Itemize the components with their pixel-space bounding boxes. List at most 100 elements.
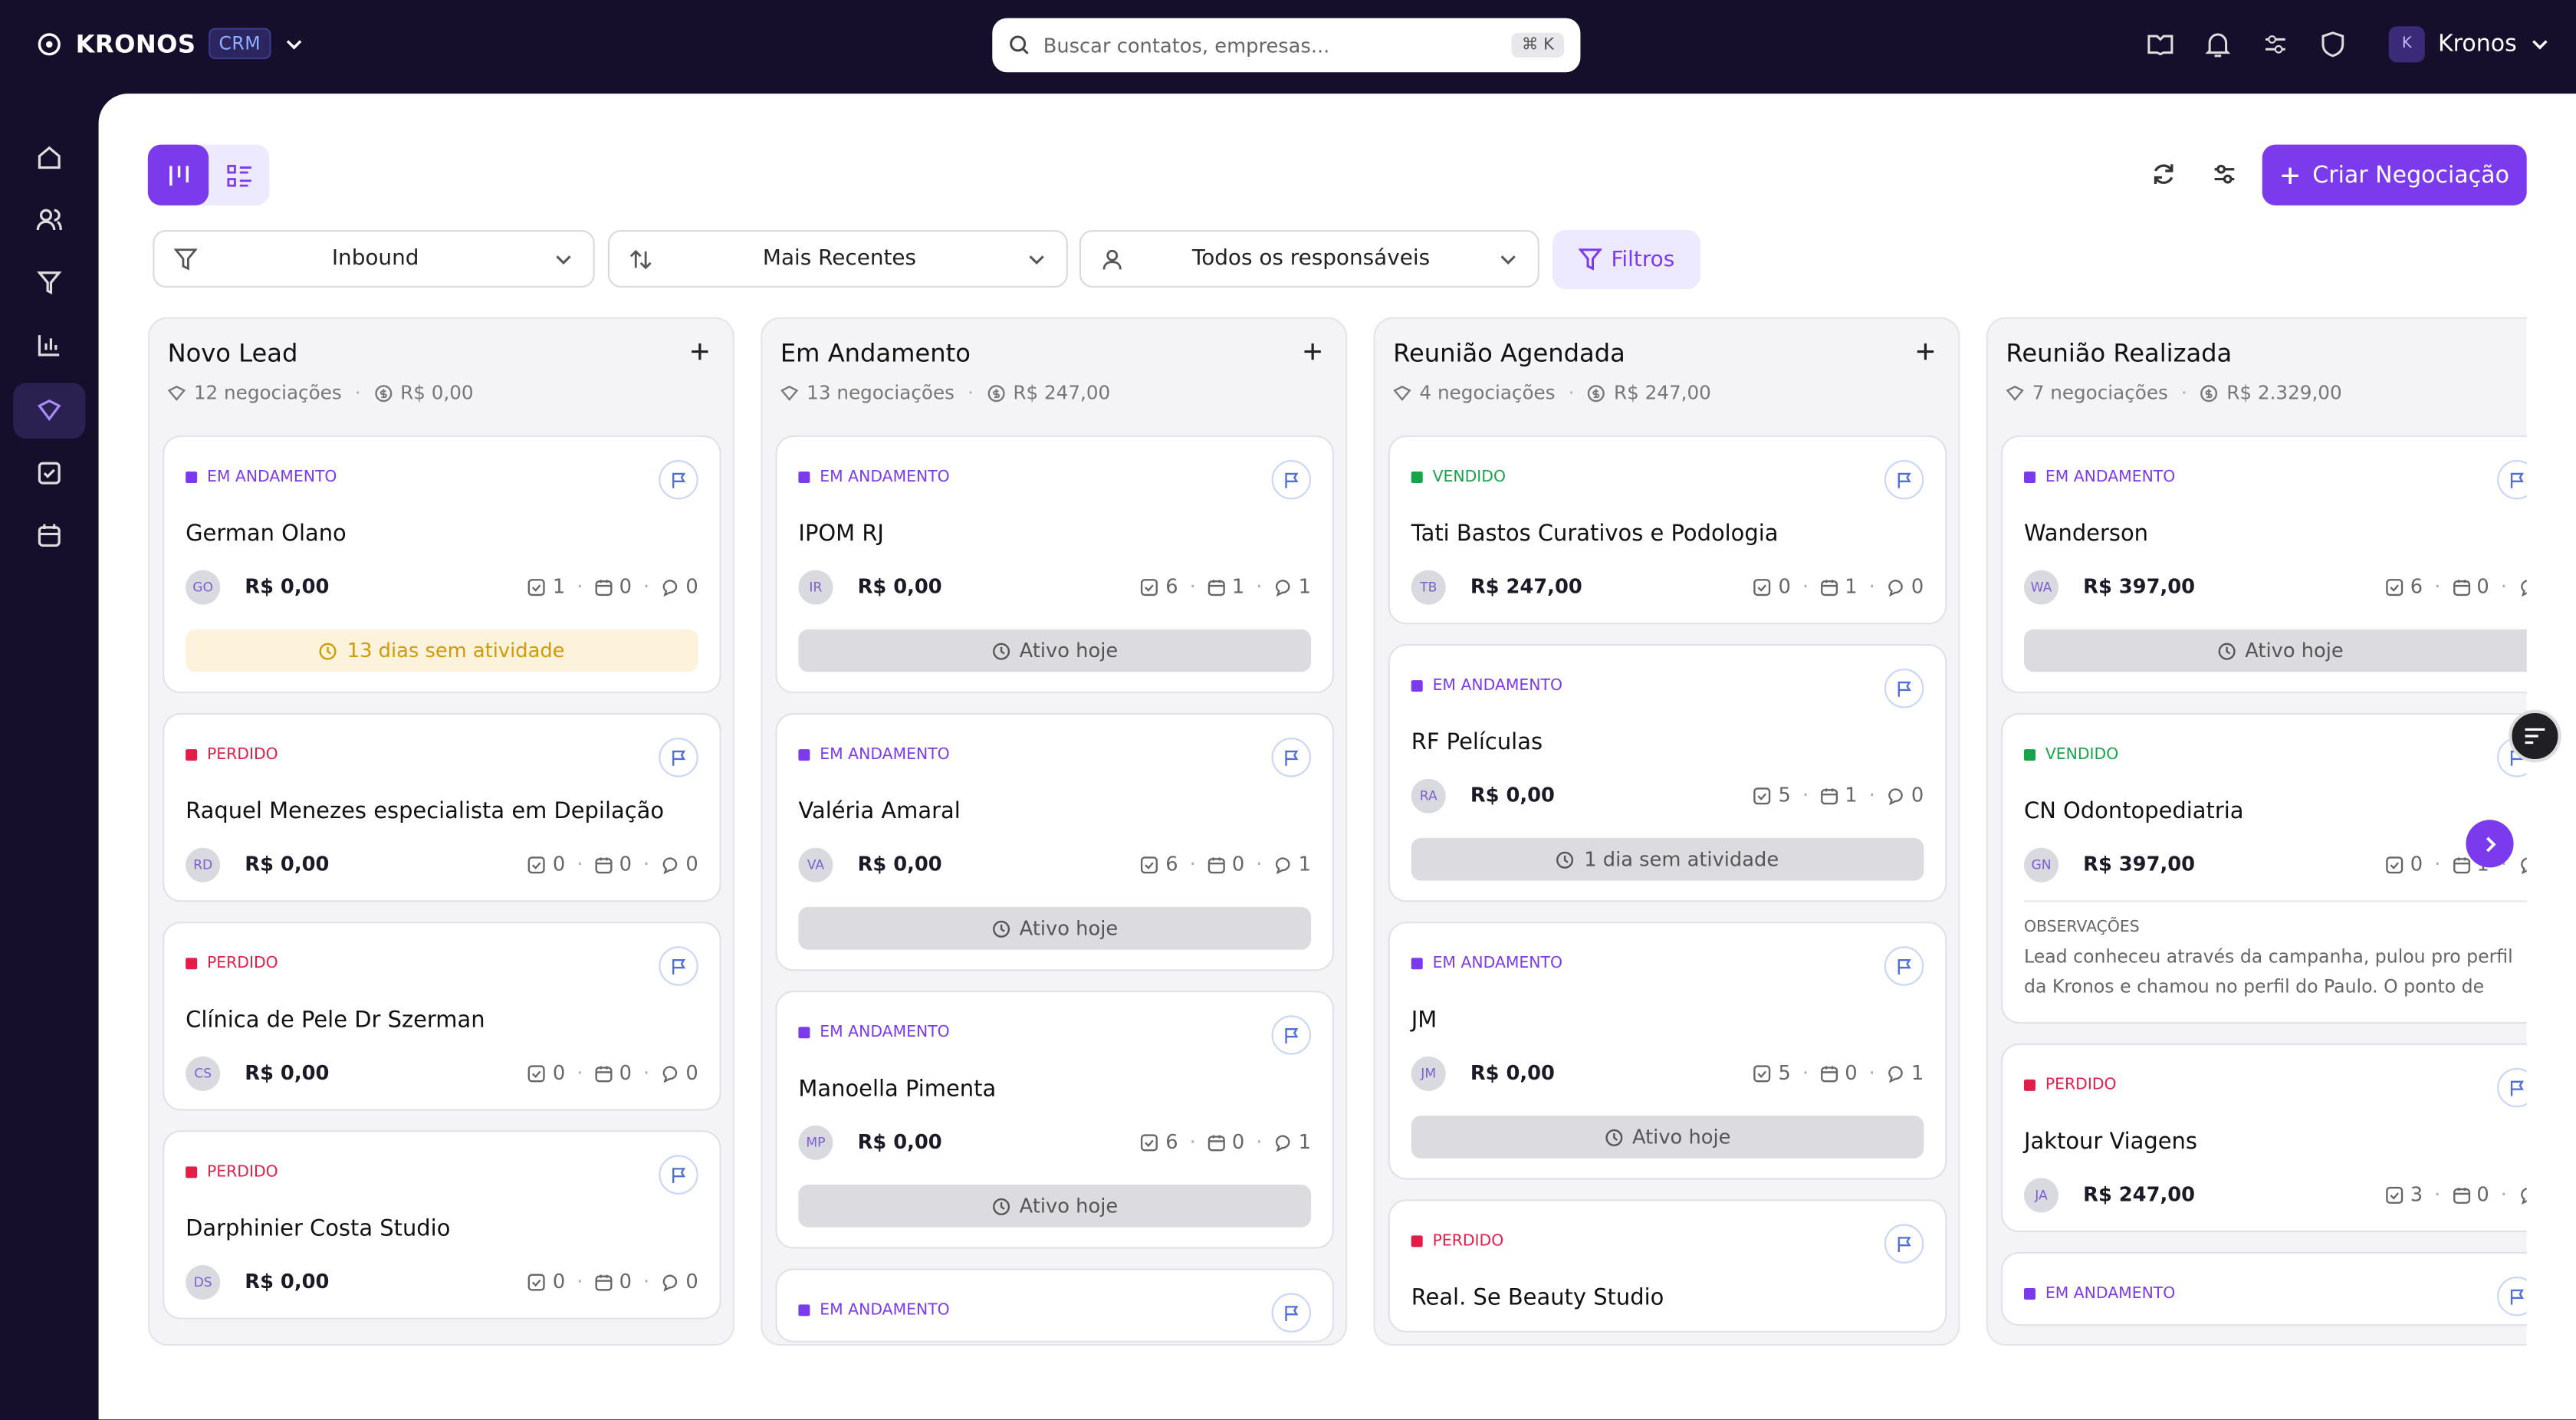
settings-icon[interactable] bbox=[2261, 30, 2291, 60]
flag-button[interactable] bbox=[1271, 738, 1311, 777]
pipeline-select[interactable]: Inbound bbox=[153, 230, 595, 288]
separator: · bbox=[2434, 853, 2441, 876]
deal-card[interactable]: PERDIDO Darphinier Costa Studio DS R$ 0,00 0… bbox=[163, 1130, 721, 1320]
add-card-button[interactable] bbox=[690, 342, 710, 362]
bell-icon[interactable] bbox=[2203, 30, 2233, 60]
separator: · bbox=[577, 853, 583, 876]
meetings-icon bbox=[594, 577, 613, 596]
deal-card[interactable]: EM ANDAMENTO IPOM RJ IR R$ 0,00 6 · 1 · 1 Ativo h… bbox=[775, 435, 1334, 694]
nav-calendar[interactable] bbox=[13, 508, 85, 564]
shield-icon[interactable] bbox=[2318, 30, 2348, 60]
deal-meta: VA R$ 0,00 6 · 0 · 1 bbox=[798, 846, 1311, 882]
settings-button[interactable] bbox=[2211, 161, 2237, 187]
flag-button[interactable] bbox=[1884, 669, 1924, 708]
deal-count: 12 negociações bbox=[193, 381, 342, 405]
deal-card[interactable]: PERDIDO Raquel Menezes especialista em De… bbox=[163, 713, 721, 902]
deal-value: R$ 0,00 bbox=[245, 1061, 330, 1085]
status-label: EM ANDAMENTO bbox=[1432, 953, 1562, 972]
add-card-button[interactable] bbox=[1303, 342, 1322, 362]
status-label: PERDIDO bbox=[207, 953, 278, 972]
deal-card[interactable]: EM ANDAMENTO RF Películas RA R$ 0,00 5 · 1 · 0 1 … bbox=[1388, 644, 1947, 902]
meetings-icon bbox=[1208, 1133, 1226, 1152]
flag-button[interactable] bbox=[1271, 1015, 1311, 1055]
docs-icon[interactable] bbox=[2146, 30, 2176, 60]
status-label: PERDIDO bbox=[207, 745, 278, 764]
flag-button[interactable] bbox=[2497, 460, 2527, 500]
deal-card[interactable]: PERDIDO Jaktour Viagens JA R$ 247,00 3 · 0 · bbox=[2001, 1043, 2527, 1233]
owner-avatar: RA bbox=[1411, 777, 1446, 813]
flag-button[interactable] bbox=[1884, 946, 1924, 986]
deal-icon bbox=[2006, 383, 2024, 402]
deal-status: EM ANDAMENTO bbox=[2024, 1281, 2527, 1304]
nav-contacts[interactable] bbox=[13, 192, 85, 248]
activity-label: Ativo hoje bbox=[2245, 639, 2344, 662]
flag-button[interactable] bbox=[1884, 1224, 1924, 1264]
owner-avatar: GO bbox=[186, 569, 221, 604]
deal-value: R$ 0,00 bbox=[1470, 1061, 1555, 1085]
column-summary: 4 negociações · R$ 247,00 bbox=[1393, 381, 1711, 404]
deal-icon bbox=[780, 383, 799, 402]
deal-counters: 6 · 0 · 1 bbox=[1141, 853, 1311, 876]
nav-reports[interactable] bbox=[13, 317, 85, 373]
flag-button[interactable] bbox=[1271, 1293, 1311, 1333]
flag-button[interactable] bbox=[659, 946, 698, 986]
column-total: R$ 247,00 bbox=[1013, 381, 1111, 405]
flag-button[interactable] bbox=[659, 460, 698, 500]
deal-card[interactable]: EM ANDAMENTO Manoella Pimenta MP R$ 0,00 6 · 0… bbox=[775, 991, 1334, 1249]
flag-button[interactable] bbox=[2497, 1277, 2527, 1316]
nav-home[interactable] bbox=[13, 130, 85, 186]
status-label: VENDIDO bbox=[2045, 745, 2119, 764]
nav-funnel[interactable] bbox=[13, 255, 85, 311]
deal-name: Raquel Menezes especialista em Depilação bbox=[186, 798, 665, 825]
floating-menu[interactable] bbox=[2509, 709, 2561, 763]
brand[interactable]: KRONOS CRM bbox=[36, 28, 304, 60]
search-box[interactable]: Buscar contatos, empresas... ⌘ K bbox=[992, 18, 1581, 73]
separator: · bbox=[354, 381, 361, 405]
clock-icon bbox=[2217, 642, 2236, 660]
filter-label: Mais Recentes bbox=[762, 246, 917, 271]
nav-deals[interactable] bbox=[13, 383, 86, 439]
flag-button[interactable] bbox=[659, 1155, 698, 1195]
user-name: Kronos bbox=[2438, 31, 2517, 58]
deal-card[interactable]: EM ANDAMENTO German Olano GO R$ 0,00 1 · 0 · 0 13… bbox=[163, 435, 721, 694]
money-icon bbox=[1588, 383, 1606, 402]
deal-card[interactable]: EM ANDAMENTO Valéria Amaral VA R$ 0,00 6 · 0 · 1… bbox=[775, 713, 1334, 971]
deal-card[interactable]: VENDIDO Tati Bastos Curativos e Podologia… bbox=[1388, 435, 1947, 625]
nav-tasks[interactable] bbox=[13, 445, 85, 501]
shortcut: ⌘ K bbox=[1511, 32, 1564, 58]
tasks-count: 5 bbox=[1778, 784, 1791, 807]
deal-meta: DS R$ 0,00 0 · 0 · 0 bbox=[186, 1264, 698, 1299]
add-card-button[interactable] bbox=[1916, 342, 1936, 362]
refresh-button[interactable] bbox=[2150, 161, 2177, 187]
deal-card[interactable]: EM ANDAMENTO bbox=[2001, 1251, 2527, 1326]
meetings-icon bbox=[1820, 786, 1838, 804]
owner-select[interactable]: Todos os responsáveis bbox=[1079, 230, 1539, 288]
deal-card[interactable]: PERDIDO Clínica de Pele Dr Szerman CS R$ 0,… bbox=[163, 922, 721, 1111]
deal-card[interactable]: EM ANDAMENTO bbox=[775, 1268, 1334, 1343]
separator: · bbox=[2434, 575, 2441, 598]
flag-button[interactable] bbox=[1271, 460, 1311, 500]
flag-button[interactable] bbox=[2497, 1067, 2527, 1108]
tasks-icon bbox=[1141, 577, 1159, 596]
separator: · bbox=[2434, 1182, 2441, 1206]
deal-meta: GNR$ 397,000·1· bbox=[2024, 846, 2527, 882]
kanban-view[interactable] bbox=[147, 144, 209, 205]
user-menu[interactable]: K Kronos bbox=[2388, 26, 2550, 63]
deal-card[interactable]: EM ANDAMENTO Wanderson WA R$ 397,00 6 · 0 · Ativ… bbox=[2001, 435, 2527, 694]
activity-badge: Ativo hoje bbox=[2024, 629, 2527, 672]
sort-select[interactable]: Mais Recentes bbox=[607, 230, 1068, 288]
deal-status: PERDIDO bbox=[186, 743, 698, 766]
deal-card[interactable]: PERDIDO Real. Se Beauty Studio bbox=[1388, 1199, 1947, 1333]
separator: · bbox=[642, 1270, 650, 1293]
list-view[interactable] bbox=[209, 145, 269, 205]
comments-icon bbox=[1273, 577, 1292, 596]
separator: · bbox=[968, 381, 974, 405]
flag-button[interactable] bbox=[1884, 460, 1924, 500]
create-deal-button[interactable]: Criar Negociação bbox=[2262, 144, 2527, 205]
filters-button[interactable]: Filtros bbox=[1552, 230, 1700, 290]
scroll-right[interactable] bbox=[2466, 820, 2514, 868]
flag-button[interactable] bbox=[659, 738, 698, 777]
deal-card[interactable]: EM ANDAMENTO JM JM R$ 0,00 5 · 0 · 1 Ativo hoje bbox=[1388, 922, 1947, 1180]
filter-label: Todos os responsáveis bbox=[1191, 246, 1431, 271]
